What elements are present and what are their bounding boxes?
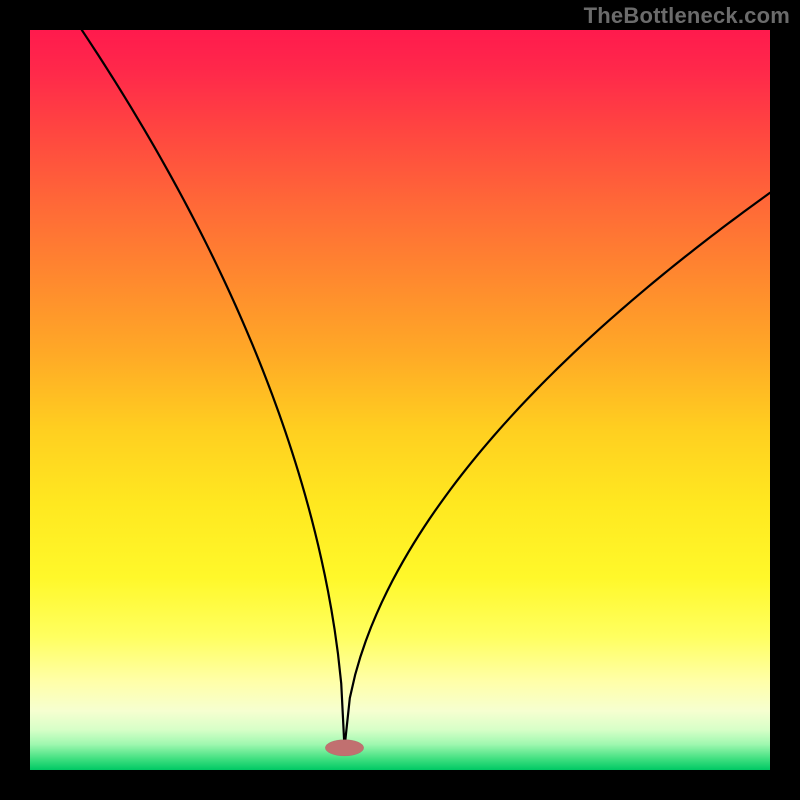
attribution-text: TheBottleneck.com [584,3,790,29]
page-root: TheBottleneck.com [0,0,800,800]
chart-svg [30,30,770,770]
bottleneck-chart [30,30,770,770]
optimal-point-marker [325,740,363,756]
chart-background [30,30,770,770]
